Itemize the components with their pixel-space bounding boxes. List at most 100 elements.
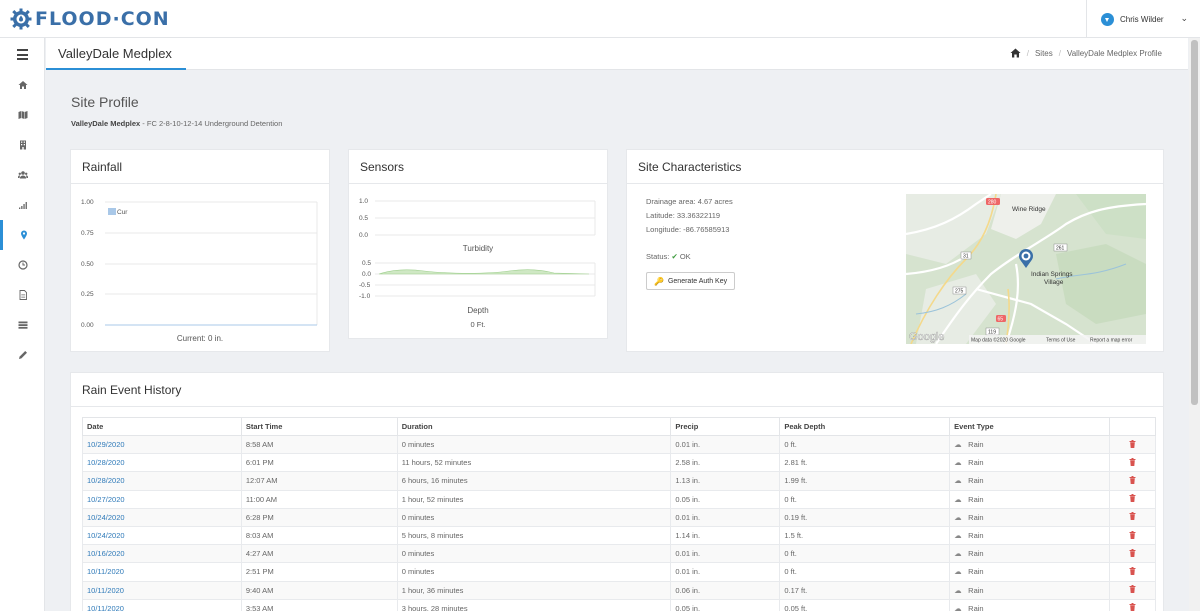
event-date-link[interactable]: 10/29/2020	[82, 434, 242, 455]
site-map[interactable]: Wine Ridge Indian Springs Village 280 31…	[906, 194, 1146, 344]
breadcrumb-sites[interactable]: Sites	[1034, 48, 1053, 58]
event-type-label: Rain	[968, 440, 984, 450]
sidebar-item-building[interactable]	[0, 130, 45, 160]
event-type: ☁ Rain	[949, 562, 1110, 582]
delete-event-button[interactable]	[1109, 598, 1156, 611]
latitude: Latitude: 33.36322119	[646, 211, 721, 220]
trash-icon	[1129, 494, 1136, 503]
delete-event-button[interactable]	[1109, 434, 1156, 455]
map-road-label: 65	[998, 317, 1004, 323]
event-type: ☁ Rain	[949, 453, 1110, 473]
event-type-label: Rain	[968, 476, 984, 486]
delete-event-button[interactable]	[1109, 453, 1156, 473]
rain-event-history-title: Rain Event History	[71, 373, 1163, 407]
sidebar-item-list[interactable]	[0, 310, 45, 340]
breadcrumb: / Sites / ValleyDale Medplex Profile	[1010, 48, 1162, 58]
event-type-label: Rain	[968, 567, 984, 577]
event-start-time: 2:51 PM	[240, 562, 398, 582]
delete-event-button[interactable]	[1109, 489, 1156, 509]
table-row: 10/29/2020 8:58 AM 0 minutes 0.01 in. 0 ft. ☁…	[82, 434, 1156, 455]
event-duration: 1 hour, 52 minutes	[396, 489, 672, 509]
rain-cloud-icon: ☁	[954, 531, 962, 541]
delete-event-button[interactable]	[1109, 525, 1156, 546]
event-type: ☁ Rain	[949, 598, 1110, 611]
trash-icon	[1129, 548, 1136, 557]
legend-swatch	[108, 208, 116, 215]
table-row: 10/28/2020 6:01 PM 11 hours, 52 minutes 2.5…	[82, 453, 1156, 473]
rain-cloud-icon: ☁	[954, 585, 962, 595]
column-header-peak-depth[interactable]: Peak Depth	[779, 417, 951, 436]
depth-value: 0 Ft.	[470, 320, 485, 329]
column-header-event-type[interactable]: Event Type	[949, 417, 1110, 436]
event-date-link[interactable]: 10/27/2020	[82, 489, 242, 509]
sidebar-item-map-marker[interactable]	[0, 220, 45, 250]
column-header-start-time[interactable]: Start Time	[240, 417, 398, 436]
sidebar-item-map[interactable]	[0, 100, 45, 130]
rain-cloud-icon: ☁	[954, 440, 962, 450]
sidebar-item-document[interactable]	[0, 280, 45, 310]
sidebar-item-home[interactable]	[0, 70, 45, 100]
key-icon: 🔑	[654, 276, 664, 286]
trash-icon	[1129, 439, 1136, 448]
event-date-link[interactable]: 10/28/2020	[82, 453, 242, 473]
top-bar: FLOOD·CON Chris Wilder ⌄	[0, 0, 1200, 38]
rain-cloud-icon: ☁	[954, 603, 962, 611]
event-start-time: 3:53 AM	[240, 598, 398, 611]
column-header-duration[interactable]: Duration	[396, 417, 672, 436]
rainfall-title: Rainfall	[71, 150, 329, 184]
user-menu[interactable]: Chris Wilder ⌄	[1086, 0, 1200, 38]
delete-event-button[interactable]	[1109, 471, 1156, 491]
turbidity-label: Turbidity	[463, 244, 493, 253]
event-peak-depth: 0 ft.	[779, 434, 951, 455]
event-start-time: 8:03 AM	[240, 525, 398, 546]
delete-event-button[interactable]	[1109, 544, 1156, 564]
home-icon[interactable]	[1010, 48, 1021, 58]
event-precip: 0.01 in.	[670, 507, 781, 527]
user-name: Chris Wilder	[1120, 14, 1164, 24]
site-subtitle: ValleyDale Medplex - FC 2-8-10-12-14 Und…	[71, 119, 282, 128]
event-date-link[interactable]: 10/11/2020	[82, 598, 242, 611]
hamburger-menu-icon[interactable]	[17, 49, 28, 63]
scrollbar-thumb[interactable]	[1191, 40, 1198, 405]
map-canvas: Wine Ridge Indian Springs Village 280 31…	[906, 194, 1146, 344]
rainfall-card: Rainfall 1.00 0.75 0.50 0.25 0.00 Cur Cu…	[70, 149, 330, 352]
delete-event-button[interactable]	[1109, 507, 1156, 527]
status-value: OK	[679, 252, 691, 261]
generate-auth-key-button[interactable]: 🔑 Generate Auth Key	[646, 272, 736, 290]
event-duration: 11 hours, 52 minutes	[396, 453, 672, 473]
sensors-title: Sensors	[349, 150, 607, 184]
vertical-scrollbar[interactable]	[1189, 38, 1200, 611]
column-header-precip[interactable]: Precip	[670, 417, 781, 436]
column-header-date[interactable]: Date	[82, 417, 242, 436]
map-marker-icon	[21, 230, 27, 240]
sidebar-item-signal[interactable]	[0, 190, 45, 220]
map-attribution: Map data ©2020 Google	[971, 337, 1026, 344]
sidebar-item-pencil[interactable]	[0, 340, 45, 370]
y-tick-label: 0.25	[81, 291, 94, 298]
event-precip: 1.13 in.	[670, 471, 781, 491]
status-label: Status:	[646, 252, 670, 261]
event-type: ☁ Rain	[949, 525, 1110, 546]
map-terms-link[interactable]: Terms of Use	[1046, 338, 1076, 344]
delete-event-button[interactable]	[1109, 580, 1156, 600]
event-date-link[interactable]: 10/28/2020	[82, 471, 242, 491]
app-logo[interactable]: FLOOD·CON	[10, 8, 170, 30]
depth-tick: 0.0	[362, 271, 371, 278]
sensors-card: Sensors 1.0 0.5 0.0 Turbidity 0.5 0.0 -0…	[348, 149, 608, 339]
event-date-link[interactable]: 10/16/2020	[82, 544, 242, 564]
map-road-label: 280	[988, 200, 997, 206]
event-date-link[interactable]: 10/24/2020	[82, 525, 242, 546]
event-date-link[interactable]: 10/11/2020	[82, 580, 242, 600]
event-date-link[interactable]: 10/11/2020	[82, 562, 242, 582]
event-date-link[interactable]: 10/24/2020	[82, 507, 242, 527]
list-icon	[18, 321, 27, 329]
delete-event-button[interactable]	[1109, 562, 1156, 582]
site-characteristics-title: Site Characteristics	[627, 150, 1163, 184]
map-report-link[interactable]: Report a map error	[1090, 338, 1133, 344]
sidebar-item-users[interactable]	[0, 160, 45, 190]
event-type-label: Rain	[968, 512, 984, 522]
event-peak-depth: 1.99 ft.	[779, 471, 951, 491]
sidebar-item-clock[interactable]	[0, 250, 45, 280]
event-peak-depth: 2.81 ft.	[779, 453, 951, 473]
trash-icon	[1129, 566, 1136, 575]
